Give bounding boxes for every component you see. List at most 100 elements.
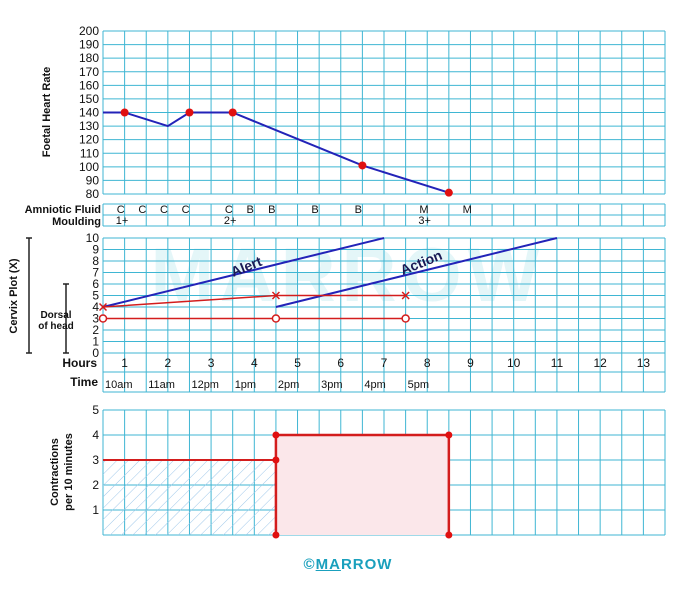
amniotic-fluid-entry: B xyxy=(311,204,318,216)
fhr-point xyxy=(120,108,129,117)
fhr-ytick-label: 90 xyxy=(86,173,100,187)
time-label: 2pm xyxy=(278,379,299,391)
contractions-ylabel-line1: Contractions xyxy=(49,438,61,506)
fhr-ytick-label: 200 xyxy=(79,24,99,38)
fhr-point xyxy=(444,188,453,197)
descent-plot-o-marker xyxy=(271,314,281,323)
fhr-ytick-label: 140 xyxy=(79,106,99,120)
descent-plot-o-marker xyxy=(401,314,410,323)
alert-line-label: Alert xyxy=(228,253,264,280)
cervix-ytick-label: 1 xyxy=(92,335,99,349)
hour-label: 5 xyxy=(294,356,301,370)
descent-plot-o-marker xyxy=(98,314,108,323)
fhr-point xyxy=(228,108,237,117)
amniotic-fluid-entry: C xyxy=(182,204,190,216)
copyright-rest: RROW xyxy=(340,556,393,573)
fhr-ytick-label: 190 xyxy=(79,38,99,52)
fhr-ytick-label: 150 xyxy=(79,92,99,106)
hour-label: 3 xyxy=(208,356,215,370)
hour-label: 1 xyxy=(121,356,128,370)
fhr-ytick-label: 170 xyxy=(79,65,99,79)
amniotic-fluid-entry: C xyxy=(117,204,125,216)
amniotic-fluid-entry: B xyxy=(268,204,275,216)
hour-label: 12 xyxy=(593,356,607,370)
contractions-ytick-label: 2 xyxy=(92,478,99,492)
line-layer xyxy=(26,108,558,539)
cervix-ytick-label: 8 xyxy=(92,254,99,268)
hour-label: 6 xyxy=(337,356,344,370)
cervix-ylabel: Cervix Plot (X) xyxy=(8,258,20,334)
hours-label: Hours xyxy=(62,356,97,370)
hour-label: 8 xyxy=(424,356,431,370)
contractions-ytick-label: 5 xyxy=(92,403,99,417)
amniotic-fluid-label: Amniotic Fluid xyxy=(25,204,101,216)
fhr-ytick-label: 160 xyxy=(79,78,99,92)
time-label: 1pm xyxy=(235,379,256,391)
dorsal-label-line1: Dorsal xyxy=(40,310,71,321)
fhr-ytick-label: 130 xyxy=(79,119,99,133)
copyright-brand: ©MARROW xyxy=(0,556,696,573)
cervix-plot-x-marker xyxy=(271,291,280,300)
amniotic-fluid-entry: C xyxy=(225,204,233,216)
contraction-bar-outline xyxy=(274,433,451,535)
cervix-ytick-label: 9 xyxy=(92,243,99,257)
cervix-ytick-label: 10 xyxy=(86,231,100,245)
amniotic-fluid-entry: M xyxy=(463,204,472,216)
time-label: 3pm xyxy=(321,379,342,391)
cervix-ytick-label: 5 xyxy=(92,289,99,303)
fhr-ytick-label: 180 xyxy=(79,51,99,65)
hour-label: 11 xyxy=(551,356,564,370)
hour-label: 10 xyxy=(507,356,521,370)
contraction-point xyxy=(445,431,453,439)
alert-line xyxy=(102,237,385,308)
contraction-point xyxy=(272,431,280,439)
contractions-ytick-label: 4 xyxy=(92,428,99,442)
action-line-label: Action xyxy=(398,247,444,278)
moulding-entry: 2+ xyxy=(224,215,237,227)
cervix-plot-x-marker xyxy=(401,291,410,300)
cervix-ytick-label: 0 xyxy=(92,346,99,360)
time-label: 10am xyxy=(105,379,133,391)
fhr-ytick-label: 120 xyxy=(79,133,99,147)
hour-label: 4 xyxy=(251,356,258,370)
fhr-ytick-label: 100 xyxy=(79,160,99,174)
contraction-segment-hatched xyxy=(103,460,276,535)
cervix-ytick-label: 7 xyxy=(92,266,99,280)
fhr-point xyxy=(185,108,194,117)
amniotic-fluid-entry: C xyxy=(160,204,168,216)
fhr-ylabel: Foetal Heart Rate xyxy=(41,67,53,157)
moulding-entry: 3+ xyxy=(418,215,431,227)
fhr-ytick-label: 80 xyxy=(86,187,100,201)
amniotic-fluid-entry: B xyxy=(355,204,362,216)
fill-layer xyxy=(103,435,449,535)
time-label: 11am xyxy=(148,379,175,391)
amniotic-fluid-entry: M xyxy=(419,204,428,216)
copyright-underlined: MA xyxy=(315,556,341,573)
amniotic-fluid-entry: C xyxy=(138,204,146,216)
cervix-ytick-label: 2 xyxy=(92,323,99,337)
contraction-point xyxy=(272,456,280,464)
contractions-ytick-label: 3 xyxy=(92,453,99,467)
cervix-x-stroke xyxy=(401,291,410,300)
contractions-ytick-label: 1 xyxy=(92,503,99,517)
amniotic-fluid-entry: B xyxy=(247,204,254,216)
cervix-ytick-label: 3 xyxy=(92,312,99,326)
copyright-symbol: © xyxy=(303,556,316,573)
cervix-ytick-label: 6 xyxy=(92,277,99,291)
time-label: 12pm xyxy=(191,379,219,391)
fhr-point xyxy=(358,161,367,170)
cervix-x-stroke xyxy=(98,302,108,312)
cervix-plot-x-marker xyxy=(98,302,108,312)
contraction-point xyxy=(272,531,280,539)
contraction-point xyxy=(445,531,453,539)
time-label: Time xyxy=(70,375,98,389)
hour-label: 9 xyxy=(467,356,474,370)
cervix-x-stroke xyxy=(271,291,280,300)
fhr-ytick-label: 110 xyxy=(80,146,99,160)
contraction-segment-filled xyxy=(275,435,449,535)
hour-label: 7 xyxy=(381,356,388,370)
moulding-entry: 1+ xyxy=(116,215,129,227)
hour-label: 2 xyxy=(165,356,172,370)
